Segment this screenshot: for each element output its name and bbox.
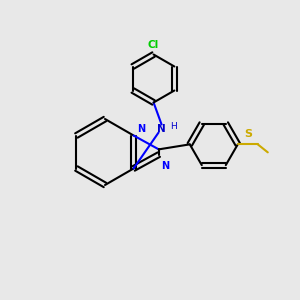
Text: H: H — [171, 122, 177, 131]
Text: N: N — [157, 124, 166, 134]
Text: Cl: Cl — [148, 40, 159, 50]
Text: N: N — [161, 160, 169, 171]
Text: N: N — [138, 124, 146, 134]
Text: S: S — [244, 129, 252, 140]
